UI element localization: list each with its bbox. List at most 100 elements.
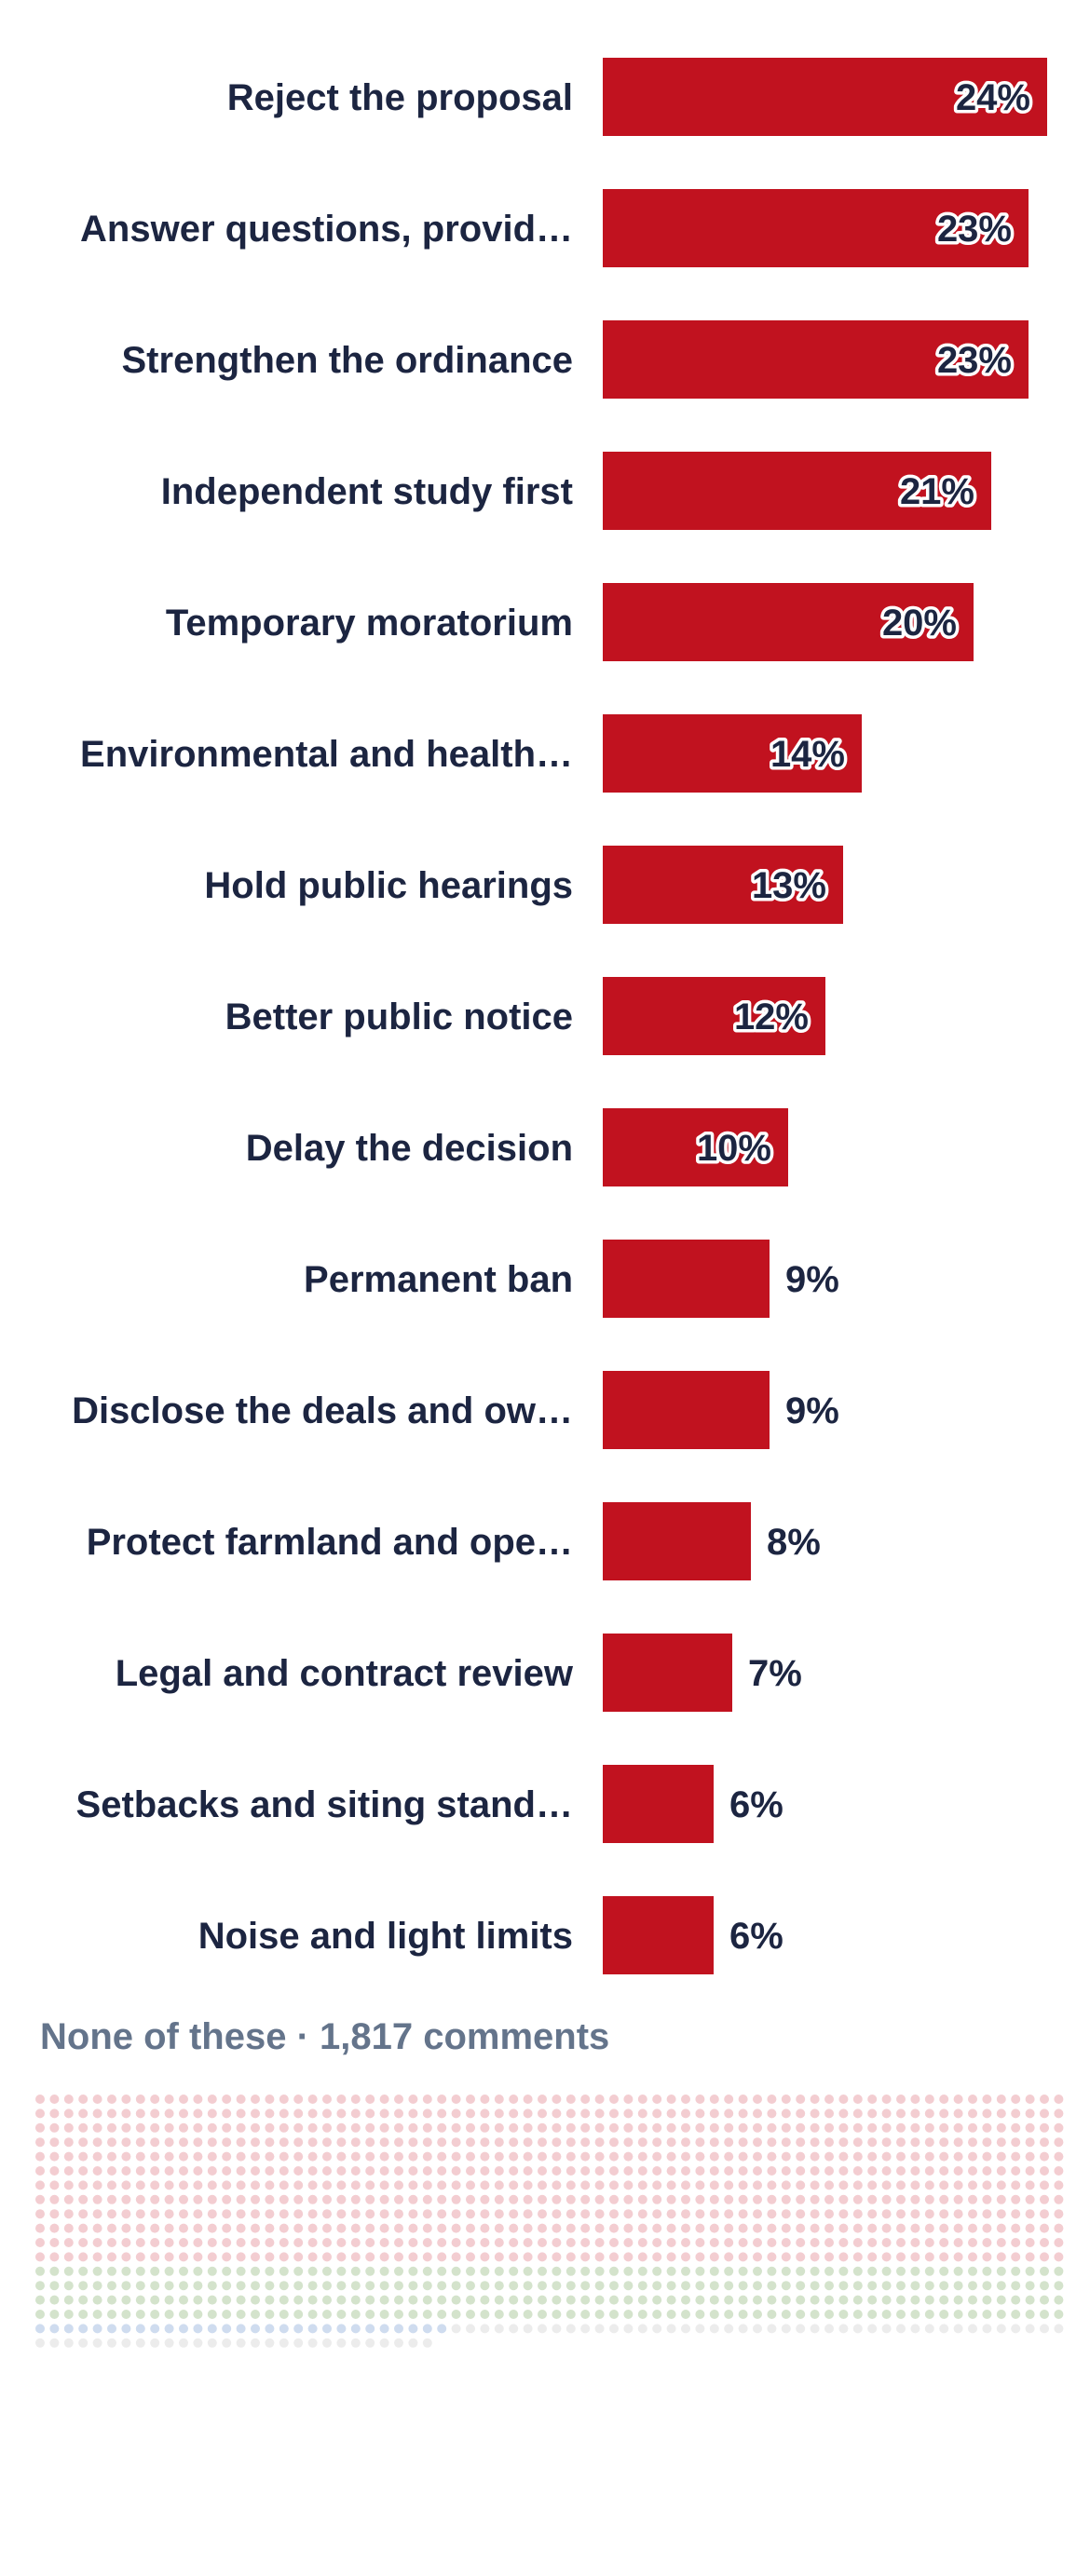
bar-row: Legal and contract review 7% [116, 1634, 802, 1712]
comment-dot [996, 2151, 1006, 2162]
comment-dot [1040, 2310, 1049, 2319]
comment-dot [207, 2310, 217, 2319]
comment-dot [781, 2194, 791, 2204]
comment-dot [810, 2310, 820, 2319]
comment-dot [494, 2122, 504, 2133]
comment-dot [265, 2137, 275, 2148]
comment-dot [609, 2266, 619, 2276]
comment-dot [350, 2338, 361, 2348]
comment-dot [509, 2324, 519, 2334]
comment-dot [824, 2266, 834, 2276]
comment-dot [365, 2295, 375, 2305]
comment-dot [695, 2295, 705, 2305]
comment-dot [164, 2338, 174, 2348]
comment-dot [107, 2209, 116, 2219]
comment-dot [451, 2095, 461, 2104]
comment-dot [552, 2295, 562, 2305]
comment-dot [709, 2122, 719, 2133]
comment-dot [193, 2281, 203, 2291]
comment-dot [265, 2095, 275, 2104]
comment-dot [695, 2122, 705, 2133]
comment-dot [810, 2166, 820, 2176]
comment-dot [150, 2295, 160, 2305]
comment-dot [179, 2238, 188, 2247]
comment-dot [609, 2281, 619, 2291]
comment-dot [49, 2310, 60, 2319]
comment-dot [796, 2108, 806, 2119]
comment-dot [49, 2209, 60, 2219]
comment-dot [637, 2194, 647, 2204]
comment-dot [394, 2324, 403, 2334]
comment-dot [666, 2324, 676, 2334]
comment-dot [552, 2266, 562, 2276]
comment-dot [509, 2180, 519, 2190]
comment-dot [781, 2209, 791, 2219]
comment-dot [379, 2238, 389, 2247]
comment-dot [910, 2295, 920, 2305]
comment-dot [523, 2095, 533, 2104]
comment-dot [609, 2122, 619, 2133]
comment-dot [852, 2209, 863, 2219]
comment-dot [408, 2310, 418, 2319]
comment-dot [179, 2223, 188, 2233]
comment-dot [1040, 2295, 1049, 2305]
comment-dot [652, 2324, 662, 2334]
comment-dot [594, 2238, 605, 2247]
comment-dot [968, 2281, 977, 2291]
comment-dot [753, 2266, 762, 2276]
comment-dot [910, 2252, 920, 2262]
comment-dot [623, 2324, 634, 2334]
comment-dot [609, 2108, 619, 2119]
comment-dot [724, 2166, 734, 2176]
comment-dot [724, 2194, 734, 2204]
comment-dot [968, 2180, 977, 2190]
comment-dot [738, 2324, 748, 2334]
comment-dot [365, 2338, 375, 2348]
comment-dot [121, 2252, 131, 2262]
comment-dot [322, 2095, 332, 2104]
comment-dot [293, 2122, 304, 2133]
comment-dot [35, 2338, 45, 2348]
comment-dot [437, 2108, 447, 2119]
comment-dot [307, 2137, 318, 2148]
comment-dot [781, 2238, 791, 2247]
comment-dot [92, 2151, 102, 2162]
comment-dot [924, 2281, 934, 2291]
comment-dot [49, 2137, 60, 2148]
comment-dot [652, 2166, 662, 2176]
comment-dot [422, 2338, 432, 2348]
comment-dot [824, 2122, 834, 2133]
comment-dot [1040, 2238, 1049, 2247]
comment-dot [924, 2209, 934, 2219]
comment-dot [35, 2122, 45, 2133]
comment-dot [222, 2281, 232, 2291]
comment-dot [738, 2122, 748, 2133]
comment-dot [623, 2281, 634, 2291]
comment-dot [996, 2122, 1006, 2133]
comment-dot [594, 2252, 605, 2262]
comment-dot [466, 2194, 475, 2204]
comment-dot [753, 2108, 762, 2119]
comment-dot [796, 2209, 806, 2219]
comment-dot [810, 2194, 820, 2204]
comment-dot [437, 2095, 447, 2104]
comment-dot [996, 2108, 1006, 2119]
comment-dot [179, 2252, 188, 2262]
comment-dot [623, 2252, 634, 2262]
comment-dot [150, 2266, 160, 2276]
comment-dot [1054, 2281, 1064, 2291]
comment-dot [1054, 2266, 1064, 2276]
comment-dot [896, 2252, 906, 2262]
comment-dot [881, 2223, 892, 2233]
none-of-these-title: None of these · 1,817 comments [40, 2016, 609, 2057]
comment-dot [494, 2151, 504, 2162]
comment-dot [207, 2324, 217, 2334]
comment-dot [251, 2238, 260, 2247]
comment-dot [681, 2266, 690, 2276]
comment-dot [538, 2223, 547, 2233]
comment-dot [336, 2238, 347, 2247]
comment-dot [939, 2324, 949, 2334]
comment-dot [552, 2151, 562, 2162]
comment-dot [810, 2122, 820, 2133]
comment-dot [552, 2281, 562, 2291]
